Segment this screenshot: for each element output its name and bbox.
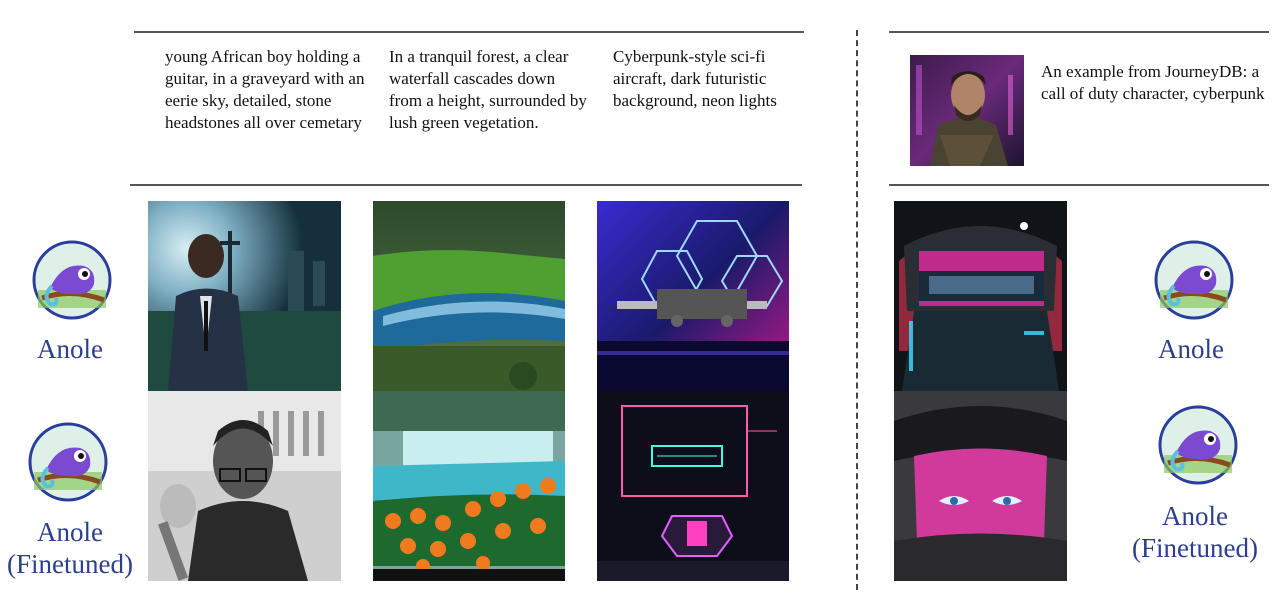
top-rule-left <box>134 31 804 33</box>
anole-label-left: Anole <box>37 334 103 364</box>
prompt-graveyard: young African boy holding a guitar, in a… <box>165 47 365 132</box>
finetuned-label-left: Anole (Finetuned) <box>0 516 140 580</box>
mid-rule-right <box>889 184 1269 186</box>
chameleon-logo-icon <box>1158 405 1238 485</box>
anole-graveyard-image <box>148 201 341 391</box>
finetuned-label-line1: Anole <box>37 517 103 547</box>
anole-cod-character-image <box>894 201 1067 391</box>
finetuned-cyberpunk-image <box>597 391 789 581</box>
journeydb-caption: An example from JourneyDB: a call of dut… <box>1041 62 1265 103</box>
finetuned-label-line2: (Finetuned) <box>1132 533 1258 563</box>
anole-cyberpunk-image <box>597 201 789 391</box>
chameleon-logo-icon <box>28 422 108 502</box>
journeydb-example-image <box>910 55 1024 166</box>
finetuned-graveyard-image <box>148 391 341 581</box>
finetuned-cod-character-image <box>894 391 1067 581</box>
prompt-cyberpunk: Cyberpunk-style sci-fi aircraft, dark fu… <box>613 47 777 110</box>
chameleon-logo-icon <box>32 240 112 320</box>
mid-rule-left <box>130 184 802 186</box>
finetuned-label-right: Anole (Finetuned) <box>1125 500 1265 564</box>
finetuned-label-line2: (Finetuned) <box>7 549 133 579</box>
dashed-separator <box>856 30 858 590</box>
chameleon-logo-icon <box>1154 240 1234 320</box>
finetuned-waterfall-image <box>373 391 565 581</box>
top-rule-right <box>889 31 1269 33</box>
finetuned-label-line1: Anole <box>1162 501 1228 531</box>
anole-label-right: Anole <box>1158 334 1224 364</box>
prompt-waterfall: In a tranquil forest, a clear waterfall … <box>389 47 587 132</box>
anole-waterfall-image <box>373 201 565 391</box>
